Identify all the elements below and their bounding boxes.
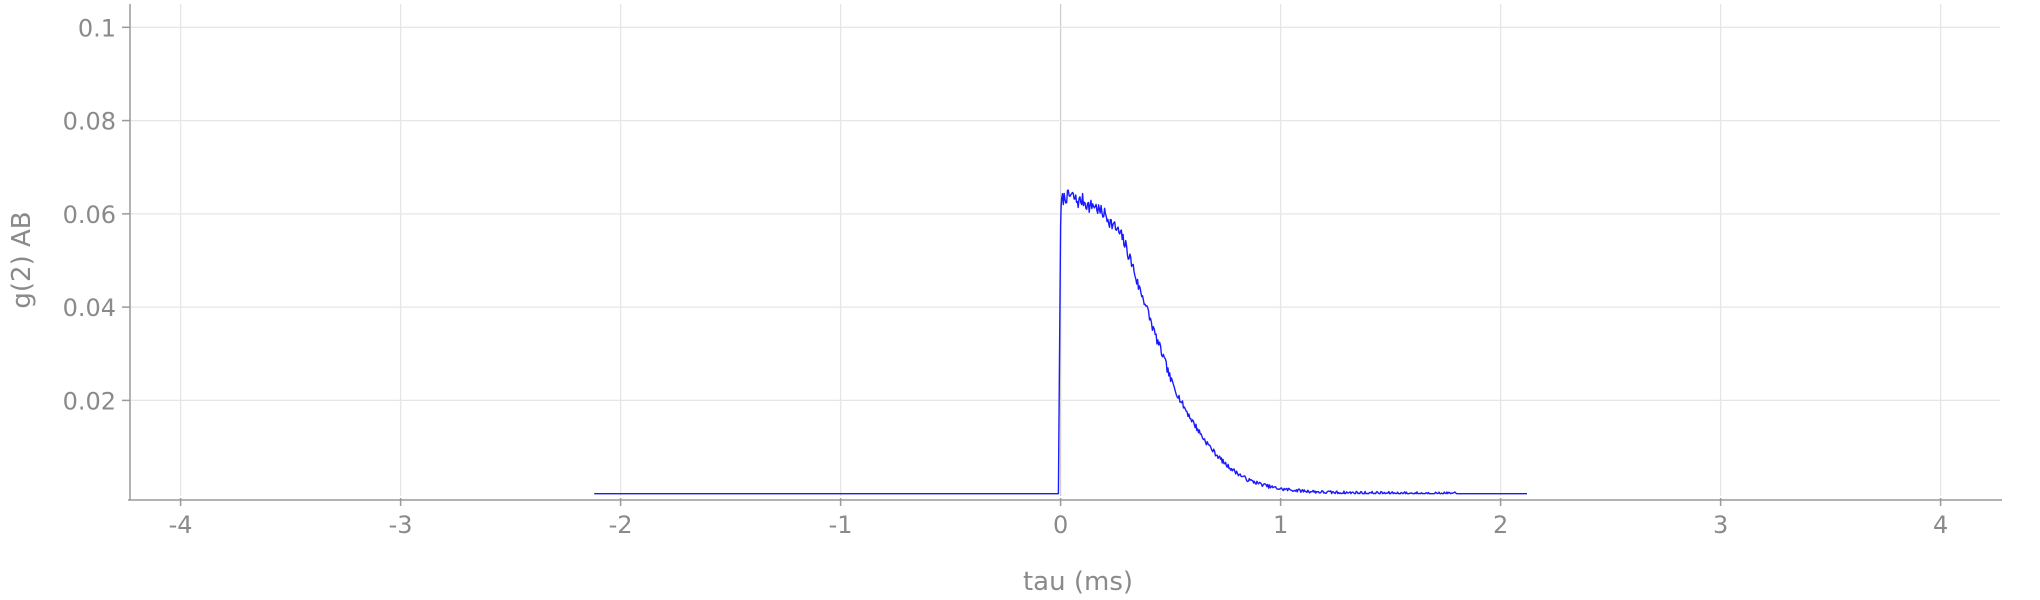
series-layer [594, 189, 1527, 495]
grid [130, 4, 2000, 496]
x-tick-label: 0 [1053, 511, 1068, 539]
x-axis-label: tau (ms) [1023, 567, 1133, 597]
x-tick-label: 2 [1493, 511, 1508, 539]
x-tick-label: -3 [389, 511, 413, 539]
x-tick-label: 1 [1273, 511, 1288, 539]
y-tick-label: 0.02 [63, 387, 116, 415]
y-tick-label: 0.08 [63, 108, 116, 136]
x-tick-label: -2 [609, 511, 633, 539]
y-axis-label: g(2) AB [7, 211, 37, 308]
y-tick-label: 0.04 [63, 294, 116, 322]
x-tick-label: 4 [1933, 511, 1948, 539]
x-tick-label: 3 [1713, 511, 1728, 539]
y-tick-label: 0.1 [78, 14, 116, 42]
tick-labels: -4 -3 -2 -1 0 1 2 3 4 0.02 0.04 0.06 0.08 0.1 [63, 14, 1949, 539]
axes [122, 4, 2002, 506]
g2-series-line [594, 189, 1527, 495]
y-tick-label: 0.06 [63, 201, 116, 229]
x-tick-label: -4 [169, 511, 193, 539]
x-tick-label: -1 [829, 511, 853, 539]
